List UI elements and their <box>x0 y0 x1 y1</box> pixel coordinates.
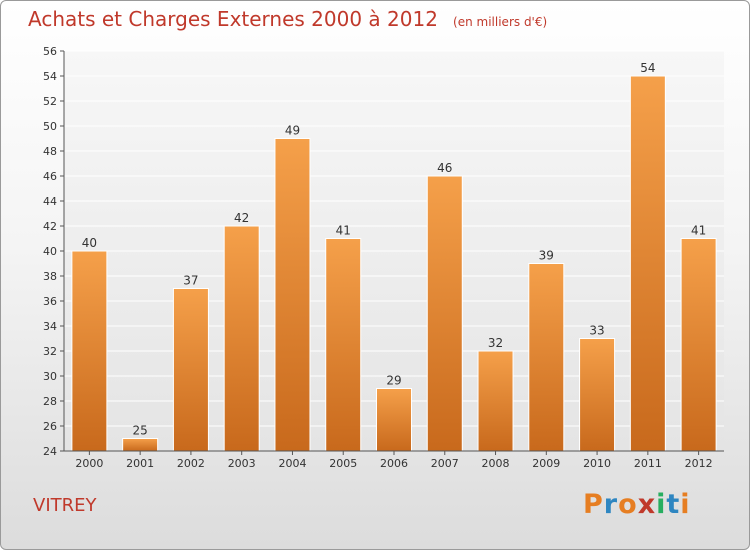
logo-letter: i <box>656 489 667 520</box>
x-tick-label-2012: 2012 <box>685 457 713 470</box>
y-tick-label: 26 <box>43 420 57 433</box>
y-tick-label: 36 <box>43 295 57 308</box>
x-tick-label-2009: 2009 <box>532 457 560 470</box>
y-tick-label: 28 <box>43 395 57 408</box>
y-tick-label: 48 <box>43 145 57 158</box>
bar-2009 <box>528 263 565 452</box>
data-label-2010: 33 <box>589 324 604 338</box>
bar-2006 <box>376 388 412 452</box>
x-axis: 2000 2001 2002 2003 2004 2005 2006 2007 2008 2009… <box>64 450 724 470</box>
chart-title: Achats et Charges Externes 2000 à 2012 (… <box>28 7 547 31</box>
bar-2008 <box>477 350 514 452</box>
data-label-2007: 46 <box>437 161 452 175</box>
y-tick-label: 56 <box>43 45 57 58</box>
y-tick-label: 38 <box>43 270 57 283</box>
town-name: VITREY <box>33 495 97 516</box>
x-tick-label-2000: 2000 <box>75 457 103 470</box>
x-tick-label-2011: 2011 <box>634 457 662 470</box>
chart-title-main: Achats et Charges Externes 2000 à 2012 <box>28 7 438 31</box>
y-tick-label: 24 <box>43 445 57 458</box>
y-tick-label: 34 <box>43 320 57 333</box>
bars-group <box>71 75 717 452</box>
y-tick-label: 54 <box>43 70 57 83</box>
data-label-2008: 32 <box>488 336 503 350</box>
bar-2010 <box>579 338 616 452</box>
data-label-2011: 54 <box>640 61 655 75</box>
x-tick-label-2007: 2007 <box>431 457 459 470</box>
y-axis: 24 26 28 30 32 34 36 38 40 42 44 46 48 50 52 54 56 <box>43 45 65 458</box>
x-tick-label-2010: 2010 <box>583 457 611 470</box>
data-label-2003: 42 <box>234 211 249 225</box>
data-label-2012: 41 <box>691 224 706 238</box>
data-label-2000: 40 <box>82 236 97 250</box>
x-tick-label-2004: 2004 <box>278 457 306 470</box>
y-tick-label: 42 <box>43 220 57 233</box>
bar-2007 <box>426 175 463 452</box>
x-tick-label-2003: 2003 <box>228 457 256 470</box>
logo-letter: t <box>666 489 681 520</box>
chart-title-unit: (en milliers d'€) <box>453 15 548 29</box>
data-label-2005: 41 <box>336 224 351 238</box>
y-tick-label: 50 <box>43 120 57 133</box>
y-tick-label: 40 <box>43 245 57 258</box>
logo-letter: x <box>637 489 657 520</box>
data-label-2001: 25 <box>133 424 148 438</box>
bar-2004 <box>274 138 311 452</box>
bar-2005 <box>325 238 362 452</box>
data-label-2004: 49 <box>285 124 300 138</box>
x-tick-label-2002: 2002 <box>177 457 205 470</box>
bar-2002 <box>172 288 209 452</box>
proxiti-logo: Proxiti <box>583 489 691 520</box>
bar-2003 <box>223 225 260 452</box>
bar-2011 <box>629 75 666 452</box>
x-tick-label-2006: 2006 <box>380 457 408 470</box>
logo-letter: P <box>583 489 604 520</box>
y-tick-label: 32 <box>43 345 57 358</box>
data-label-2006: 29 <box>386 374 401 388</box>
y-tick-label: 52 <box>43 95 57 108</box>
data-label-2002: 37 <box>183 274 198 288</box>
data-labels-group: 40 25 37 42 49 41 29 46 32 39 33 54 41 <box>82 61 707 438</box>
x-tick-label-2005: 2005 <box>329 457 357 470</box>
y-tick-label: 30 <box>43 370 57 383</box>
y-tick-label: 44 <box>43 195 57 208</box>
bar-2001 <box>122 438 159 452</box>
data-label-2009: 39 <box>539 249 554 263</box>
logo-letter: r <box>603 489 619 520</box>
bar-2012 <box>680 238 717 452</box>
bar-2000 <box>71 250 108 452</box>
logo-letter: o <box>618 489 638 520</box>
x-tick-label-2001: 2001 <box>126 457 154 470</box>
logo-letter: i <box>680 489 691 520</box>
y-tick-label: 46 <box>43 170 57 183</box>
x-tick-label-2008: 2008 <box>482 457 510 470</box>
